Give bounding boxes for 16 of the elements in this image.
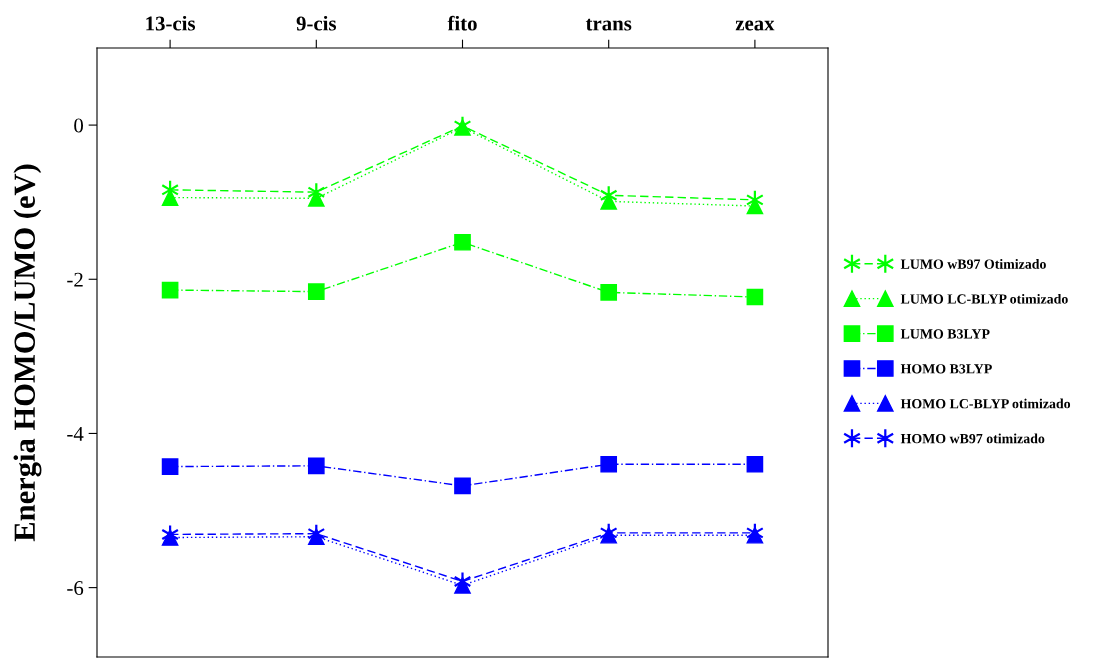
legend-label: HOMO LC-BLYP otimizado (900, 398, 1071, 409)
x-tick-label: zeax (735, 20, 775, 31)
y-axis-title: Energia HOMO/LUMO (eV) (13, 164, 42, 542)
y-tick-label: -4 (67, 426, 84, 441)
y-tick-label: -6 (67, 581, 84, 596)
y-tick-label: 0 (74, 118, 84, 133)
x-tick-label: 13-cis (146, 15, 196, 31)
y-tick-label: -2 (67, 272, 83, 287)
legend-label: LUMO LC-BLYP otimizado (900, 293, 1068, 304)
legend-label: LUMO B3LYP (900, 329, 990, 339)
legend-label: HOMO B3LYP (900, 364, 992, 374)
legend-label: HOMO wB97 otimizado (900, 433, 1045, 444)
x-tick-label: fito (447, 15, 477, 31)
legend-label: LUMO wB97 Otimizado (900, 258, 1046, 269)
x-tick-label: 9-cis (296, 15, 337, 31)
x-tick-label: trans (585, 18, 632, 31)
